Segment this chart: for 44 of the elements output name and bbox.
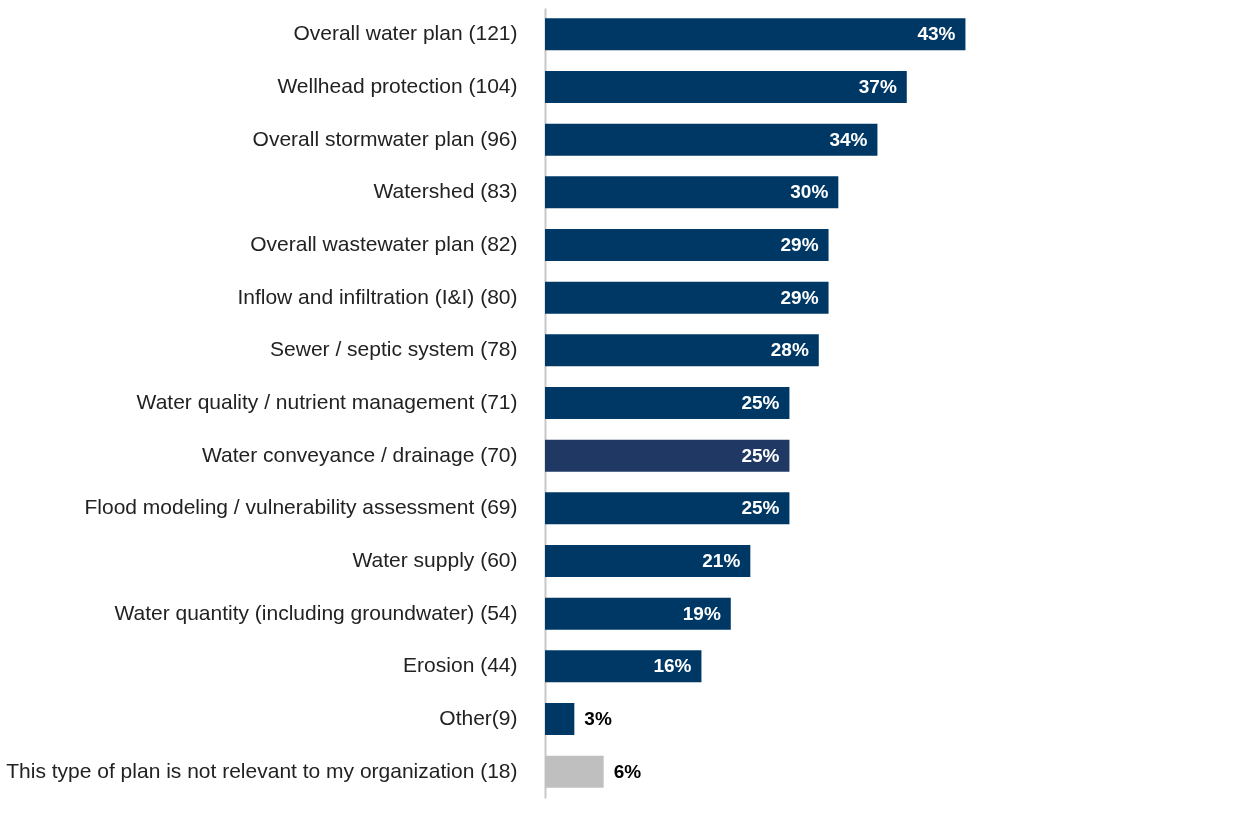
bar [545, 545, 751, 577]
data-label: 6% [613, 760, 642, 782]
bar [545, 597, 731, 630]
y-tick-label: Inflow and infiltration (I&I) (80) [237, 284, 518, 308]
y-tick-label: Water quantity (including groundwater) (54) [114, 600, 518, 624]
bar [545, 18, 966, 51]
data-label: 28% [770, 339, 809, 361]
bar [545, 71, 907, 103]
y-tick-label: This type of plan is not relevant to my organization (18) [6, 758, 518, 782]
y-tick-label: Overall wastewater plan (82) [250, 232, 518, 255]
bar [545, 492, 790, 525]
bar [545, 281, 829, 314]
bar [545, 334, 819, 367]
data-label: 43% [917, 23, 956, 45]
data-label: 25% [741, 444, 780, 466]
data-label: 21% [702, 550, 741, 571]
bar [545, 229, 829, 261]
y-tick-label: Water supply (60) [352, 548, 518, 571]
y-tick-label: Other(9) [439, 706, 518, 729]
bar [545, 650, 702, 683]
y-tick-label: Overall water plan (121) [293, 21, 518, 45]
y-tick-label: Flood modeling / vulnerability assessment (69) [84, 495, 518, 519]
bar [545, 176, 839, 209]
data-label: 37% [858, 76, 897, 97]
bar [545, 703, 575, 735]
bar [545, 123, 878, 156]
data-label: 16% [653, 655, 692, 677]
data-label: 30% [790, 181, 829, 203]
y-tick-label: Wellhead protection (104) [277, 74, 518, 97]
bar [545, 439, 790, 472]
data-label: 25% [741, 497, 780, 519]
y-tick-label: Water conveyance / drainage (70) [201, 442, 518, 466]
y-tick-label: Sewer / septic system (78) [270, 337, 518, 361]
data-label: 34% [829, 128, 868, 150]
data-label: 19% [682, 602, 721, 624]
data-label: 25% [741, 392, 780, 413]
y-tick-label: Erosion (44) [403, 653, 518, 677]
y-tick-label: Watershed (83) [373, 179, 518, 203]
y-tick-label: Water quality / nutrient management (71) [136, 390, 518, 413]
data-label: 3% [584, 708, 612, 729]
data-label: 29% [780, 286, 819, 308]
y-tick-label: Overall stormwater plan (96) [252, 126, 518, 150]
data-label: 29% [780, 234, 819, 255]
bar [545, 387, 790, 419]
